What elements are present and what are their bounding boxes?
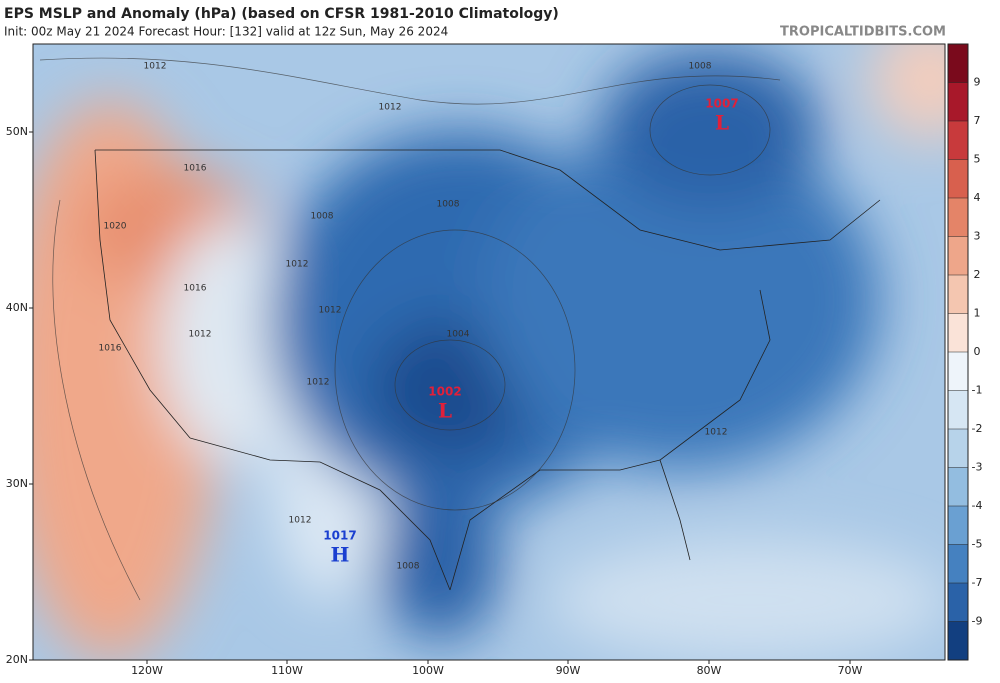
colorbar-label: -9: [972, 615, 983, 628]
watermark: TROPICALTIDBITS.COM: [780, 25, 946, 40]
colorbar-segment: [948, 159, 968, 199]
center-symbol: L: [438, 399, 452, 423]
colorbar-segment: [948, 82, 968, 122]
map-frame: [32, 43, 946, 661]
longitude-label: 100W: [412, 664, 444, 677]
colorbar-label: -5: [972, 538, 983, 551]
colorbar-segment: [948, 429, 968, 468]
contour-label: 1016: [184, 164, 207, 174]
colorbar-segment: [948, 506, 968, 545]
colorbar-segment: [948, 236, 968, 276]
contour-label: 1012: [319, 306, 342, 316]
latitude-label: 30N: [6, 477, 28, 490]
colorbar-label: 3: [974, 230, 981, 243]
latitude-label: 40N: [6, 301, 28, 314]
contour-label: 1008: [437, 200, 460, 210]
subtitle: Init: 00z May 21 2024 Forecast Hour: [13…: [4, 25, 448, 39]
longitude-label: 80W: [697, 664, 722, 677]
colorbar-label: 5: [974, 153, 981, 166]
center-value: 1017: [323, 529, 356, 543]
colorbar-label: -2: [972, 422, 983, 435]
colorbar-label: -1: [972, 384, 983, 397]
title: EPS MSLP and Anomaly (hPa) (based on CFS…: [4, 6, 559, 22]
contour-label: 1012: [705, 428, 728, 438]
contour-label: 1012: [144, 62, 167, 72]
colorbar-segment: [948, 583, 968, 622]
colorbar-segment: [948, 198, 968, 237]
colorbar-segment: [948, 44, 968, 83]
colorbar-segment: [948, 390, 968, 430]
contour-label: 1016: [99, 344, 122, 354]
contour-label: 1008: [689, 62, 712, 72]
isobars: [39, 57, 781, 601]
contour-label: 1012: [286, 260, 309, 270]
latitude-label: 50N: [6, 125, 28, 138]
colorbar-segment: [948, 352, 968, 391]
center-symbol: L: [715, 111, 729, 135]
colorbar-label: -7: [972, 576, 983, 589]
colorbar-segment: [948, 621, 968, 661]
colorbar-label: 0: [974, 345, 981, 358]
center-value: 1007: [705, 97, 738, 111]
center-symbol: H: [331, 543, 350, 567]
contour-label: 1012: [189, 330, 212, 340]
longitude-label: 70W: [838, 664, 863, 677]
contour-label: 1020: [104, 222, 127, 232]
colorbar-segment: [948, 121, 968, 160]
longitude-label: 110W: [271, 664, 303, 677]
colorbar-segment: [948, 544, 968, 584]
center-value: 1002: [428, 385, 461, 399]
contour-label: 1012: [289, 516, 312, 526]
colorbar-label: 4: [974, 191, 981, 204]
colorbar-label: 7: [974, 114, 981, 127]
colorbar-label: -4: [972, 499, 983, 512]
contour-label: 1008: [397, 562, 420, 572]
colorbar-segment: [948, 313, 968, 353]
contour-label: 1004: [447, 330, 470, 340]
colorbar-label: 1: [974, 307, 981, 320]
longitude-label: 120W: [131, 664, 163, 677]
contour-label: 1008: [311, 212, 334, 222]
contour-label: 1012: [379, 103, 402, 113]
map: [33, 44, 945, 660]
colorbar-label: 2: [974, 268, 981, 281]
colorbar-segment: [948, 275, 968, 314]
latitude-label: 20N: [6, 653, 28, 666]
contour-label: 1012: [307, 378, 330, 388]
borders: [94, 149, 881, 591]
contour-label: 1016: [184, 284, 207, 294]
colorbar-label: 9: [974, 76, 981, 89]
longitude-label: 90W: [556, 664, 581, 677]
colorbar-label: -3: [972, 461, 983, 474]
colorbar-segment: [948, 467, 968, 507]
